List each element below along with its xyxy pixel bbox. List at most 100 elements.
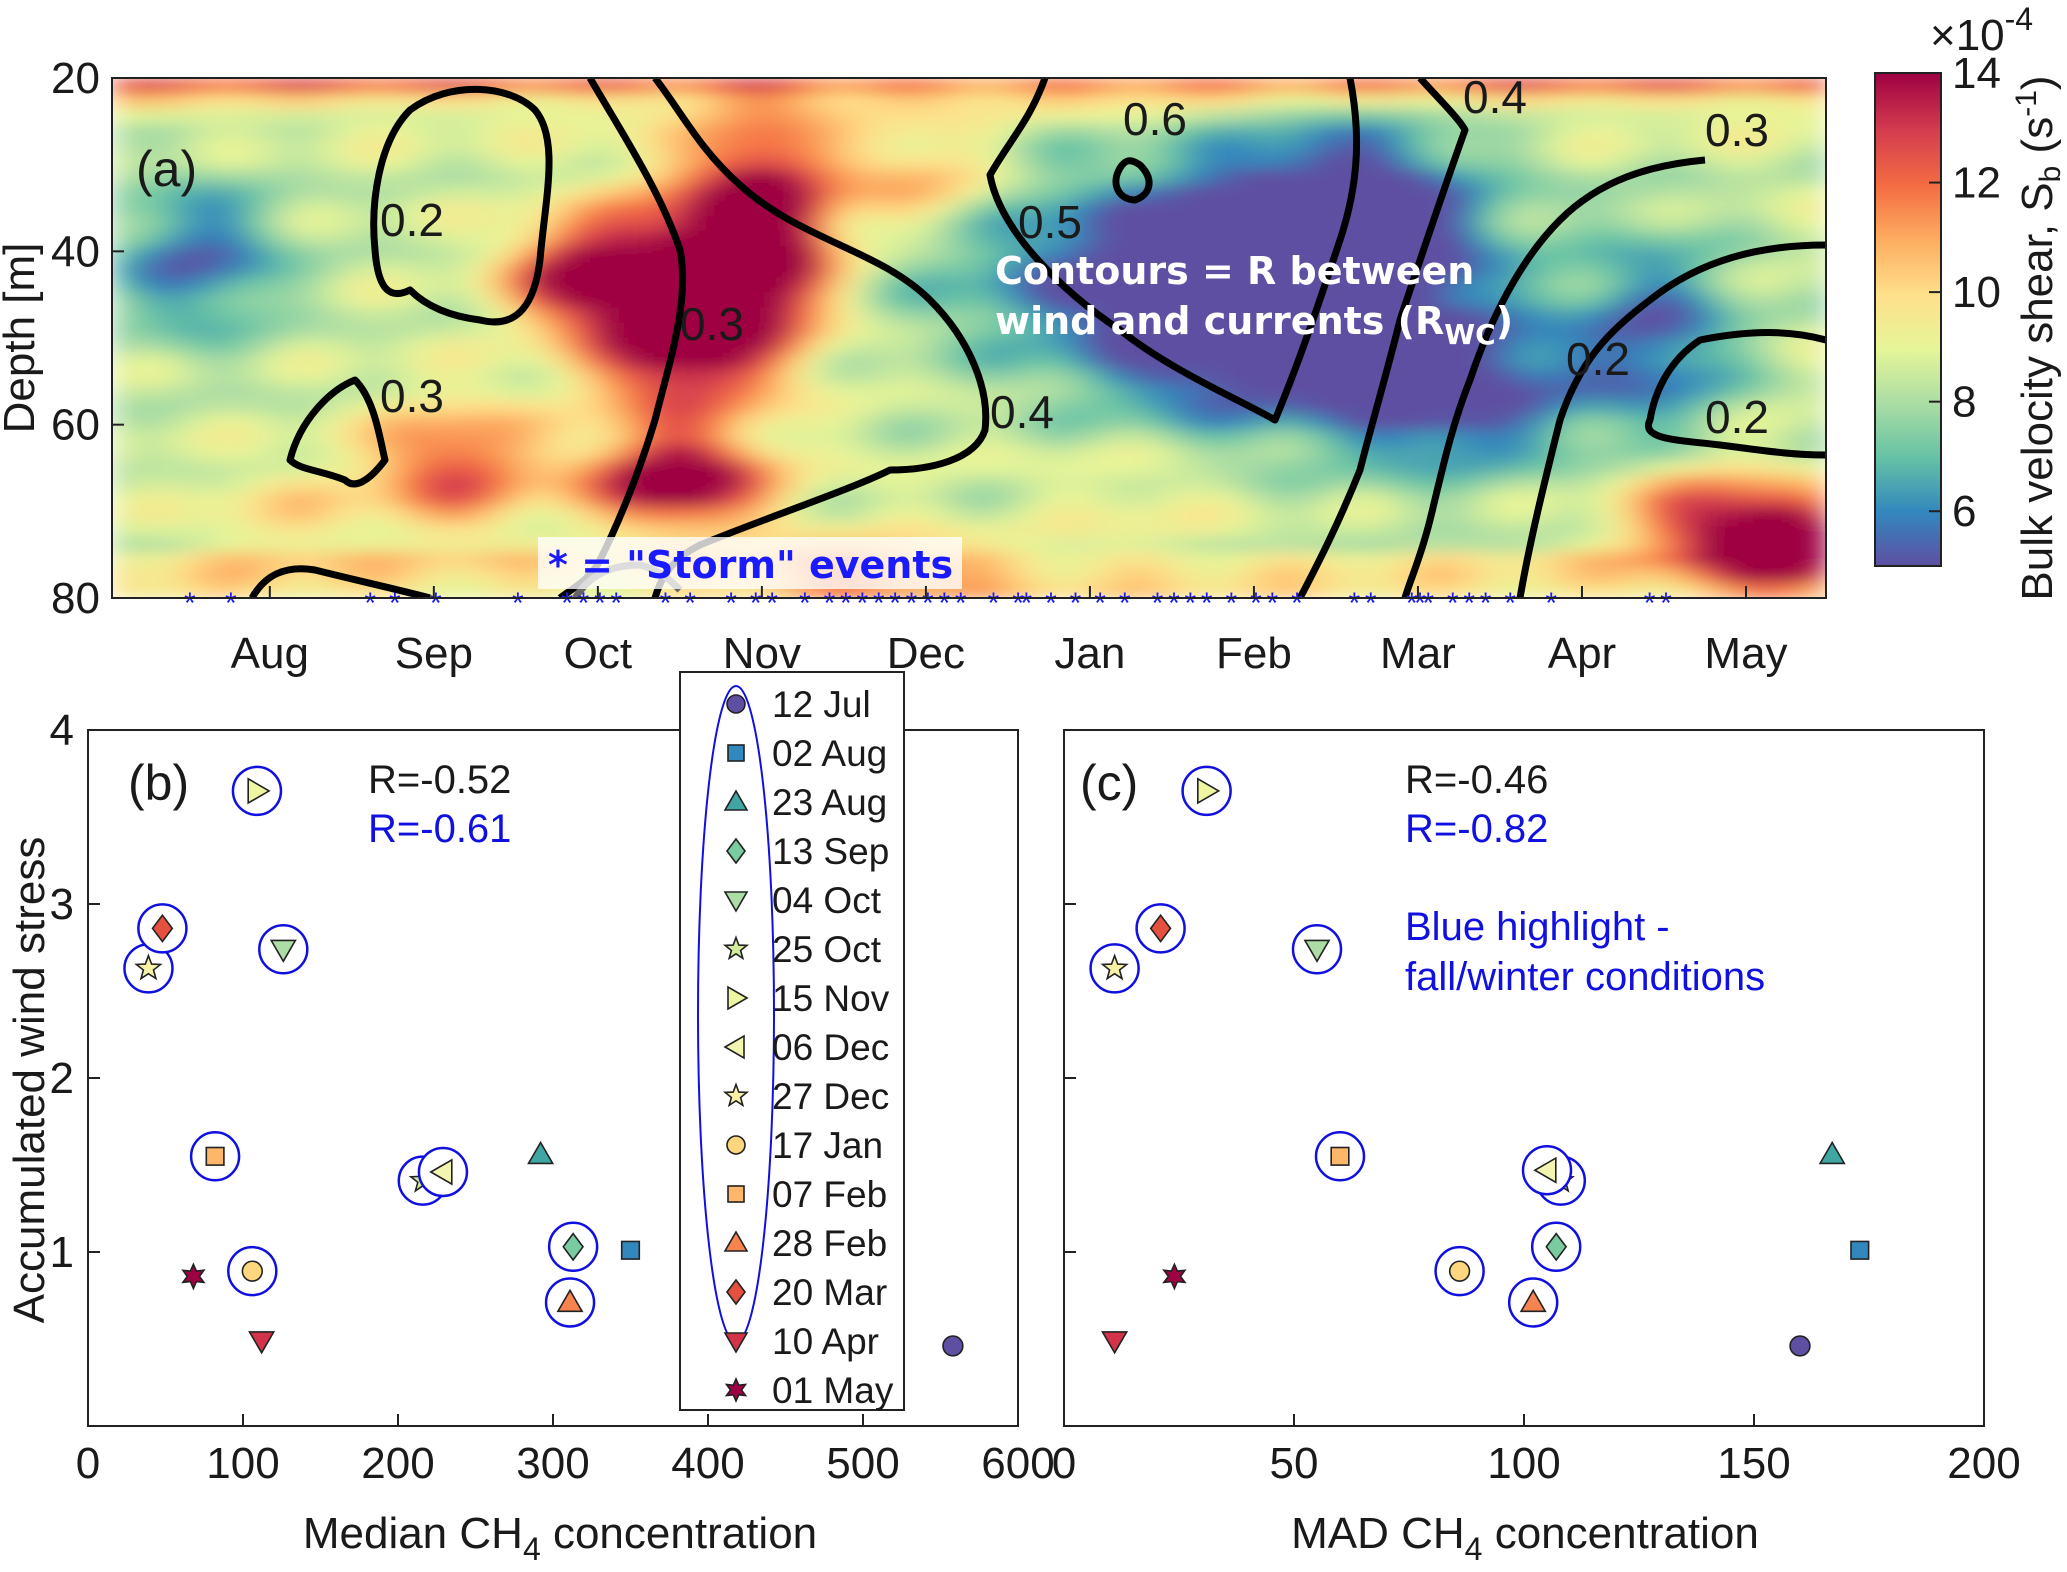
x-tick-label: Apr xyxy=(1548,629,1616,678)
storm-marker: * xyxy=(1020,587,1032,620)
x-tick-label: 200 xyxy=(1947,1439,2020,1488)
panel-label-b: (b) xyxy=(128,755,189,811)
legend-label: 25 Oct xyxy=(772,929,882,970)
marker-triangle-left xyxy=(429,1158,453,1186)
marker-triangle-down xyxy=(723,1332,749,1354)
y-tick-label: 80 xyxy=(51,574,100,623)
storm-marker: * xyxy=(1447,587,1459,620)
marker-circle xyxy=(942,1335,964,1357)
panel-a: 0.2 0.3 0.3 0.6 0.5 0.4 0.4 0.3 0.2 0.2 … xyxy=(0,1,2067,678)
storm-markers: * * * * * * * * * * * * * * * * * * * * * * * * * * ** * * * * * * * * * * * *… xyxy=(184,587,1672,620)
legend-box xyxy=(679,671,905,1411)
legend-item: 27 Dec xyxy=(722,1076,889,1117)
marker-diamond xyxy=(726,1278,746,1306)
marker-square xyxy=(727,1185,745,1203)
storm-marker: * xyxy=(1267,587,1279,620)
legend-label: 10 Apr xyxy=(772,1321,879,1362)
marker-hexstar xyxy=(724,1377,748,1403)
legend-item: 10 Apr xyxy=(723,1321,879,1362)
legend-label: 06 Dec xyxy=(772,1027,889,1068)
contour-0.2-bottom-right xyxy=(1645,329,1826,459)
contour-label: 0.2 xyxy=(380,194,444,246)
colorbar xyxy=(1874,72,1942,567)
marker-circle xyxy=(726,1135,746,1155)
contour-label: 0.3 xyxy=(680,298,744,350)
scatter-points-b xyxy=(123,765,964,1357)
marker-triangle-up xyxy=(723,789,749,811)
contour-label: 0.4 xyxy=(1463,71,1527,123)
marker-triangle-down xyxy=(1101,1331,1129,1355)
storm-marker: * xyxy=(856,587,868,620)
storm-marker: * xyxy=(873,587,885,620)
marker-star xyxy=(722,935,750,961)
r-highlight-c: R=-0.82 xyxy=(1405,807,1548,851)
storm-marker: * xyxy=(1365,587,1377,620)
marker-square xyxy=(620,1240,641,1260)
storm-marker: * xyxy=(184,587,196,620)
x-tick-label: 500 xyxy=(826,1439,899,1488)
storm-marker: * xyxy=(955,587,967,620)
legend-item: 06 Dec xyxy=(723,1027,889,1068)
colorbar-tick-label: 8 xyxy=(1952,378,1976,427)
contour-0.4 xyxy=(651,78,990,598)
y-tick-label: 2 xyxy=(50,1054,74,1103)
marker-triangle-up xyxy=(723,1230,749,1252)
storm-marker: * xyxy=(1225,587,1237,620)
storm-marker: * xyxy=(1644,587,1656,620)
legend-item: 13 Sep xyxy=(726,831,889,872)
xlabel-b: Median CH4 concentration xyxy=(303,1509,817,1567)
x-tick-label: Oct xyxy=(564,629,632,678)
marker-diamond xyxy=(1545,1232,1568,1262)
marker-circle xyxy=(726,694,746,714)
x-tick-label: Sep xyxy=(395,629,473,678)
marker-triangle-up xyxy=(1818,1140,1846,1165)
legend-item: 28 Feb xyxy=(723,1223,887,1264)
storm-marker: * xyxy=(1094,587,1106,620)
colorbar-ticks: 6 8 10 12 14 xyxy=(1929,49,2001,536)
x-tick-label: 0 xyxy=(76,1439,100,1488)
y-tick-label: 40 xyxy=(51,227,100,276)
marker-triangle-left xyxy=(723,1034,745,1060)
legend-item: 20 Mar xyxy=(726,1272,887,1313)
ticks-c: 0 50 100 150 200 xyxy=(1052,729,2021,1488)
legend-item: 04 Oct xyxy=(723,880,882,921)
x-tick-label: 300 xyxy=(516,1439,589,1488)
ticks-b: 0 100 200 300 400 500 600 1 2 3 4 xyxy=(50,706,1055,1488)
marker-hexstar xyxy=(1162,1262,1187,1291)
x-tick-label: 200 xyxy=(361,1439,434,1488)
x-tick-label: Nov xyxy=(723,629,801,678)
storm-marker: * xyxy=(766,587,778,620)
contour-label: 0.2 xyxy=(1705,391,1769,443)
x-tick-label: Mar xyxy=(1380,629,1456,678)
contours-annotation-line1: Contours = R between xyxy=(995,249,1474,293)
x-tick-label: May xyxy=(1704,629,1787,678)
storm-marker: * xyxy=(1201,587,1213,620)
marker-triangle-down xyxy=(723,891,749,913)
scatter-points-c xyxy=(1089,765,1870,1357)
contour-label: 0.5 xyxy=(1018,196,1082,248)
storm-marker: * xyxy=(1504,587,1516,620)
legend-item: 02 Aug xyxy=(727,733,887,774)
storm-marker: * xyxy=(389,587,401,620)
marker-triangle-right xyxy=(247,777,271,805)
marker-triangle-right xyxy=(1197,777,1221,805)
marker-diamond xyxy=(562,1232,585,1262)
marker-square xyxy=(1330,1146,1350,1166)
storm-marker: * xyxy=(610,587,622,620)
marker-hexstar xyxy=(181,1262,206,1291)
marker-square xyxy=(205,1146,225,1166)
marker-square xyxy=(1850,1240,1870,1260)
contour-label: 0.3 xyxy=(1705,104,1769,156)
marker-star xyxy=(722,1082,750,1108)
x-tick-label: Dec xyxy=(887,629,965,678)
legend-item: 07 Feb xyxy=(727,1174,887,1215)
storm-marker: * xyxy=(1463,587,1475,620)
storm-marker: * xyxy=(364,587,376,620)
x-tick-label: Aug xyxy=(231,629,309,678)
contour-label: 0.6 xyxy=(1123,93,1187,145)
colorbar-label: Bulk velocity shear, Sb (s-1) xyxy=(2010,75,2067,600)
storm-annotation: * = "Storm" events xyxy=(548,543,953,587)
contour-0.2-bottom-left xyxy=(248,565,431,598)
marker-triangle-left xyxy=(1533,1156,1557,1184)
